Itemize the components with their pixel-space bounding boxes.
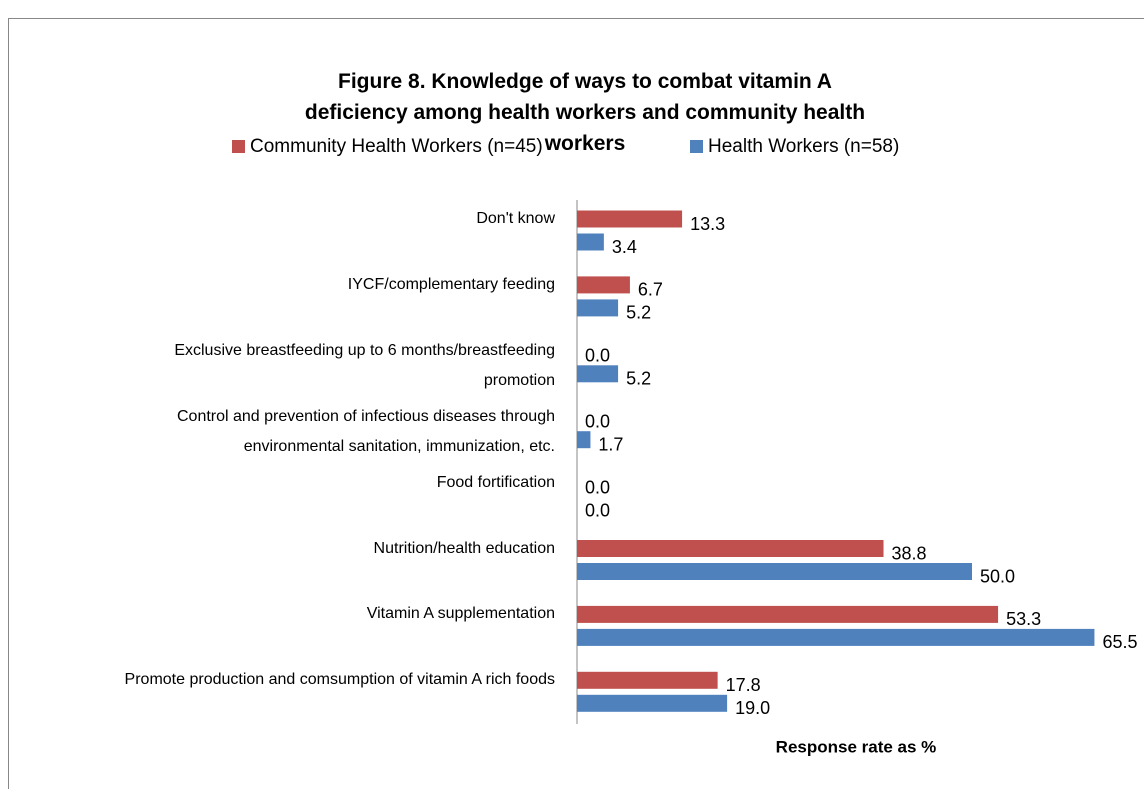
x-axis-title: Response rate as %: [776, 737, 937, 756]
category-label: Control and prevention of infectious dis…: [176, 407, 555, 455]
bar: [577, 210, 683, 228]
bar: [577, 605, 999, 623]
bar: [577, 365, 619, 383]
bar: [577, 694, 728, 712]
category-label: Exclusive breastfeeding up to 6 months/b…: [174, 341, 555, 389]
value-label: 38.8: [892, 543, 927, 563]
category-label: Food fortification: [436, 473, 555, 491]
value-label: 53.3: [1006, 609, 1041, 629]
bar: [577, 628, 1095, 646]
bar: [577, 540, 884, 557]
category-label: Don't know: [476, 210, 555, 227]
value-label: 19.0: [735, 698, 770, 718]
value-label: 0.0: [585, 477, 610, 497]
legend-label: Health Workers (n=58): [708, 136, 899, 157]
category-label: Nutrition/health education: [373, 539, 555, 557]
legend-label: Community Health Workers (n=45): [250, 136, 543, 157]
bar: [577, 299, 619, 317]
value-label: 0.0: [585, 500, 610, 520]
value-label: 0.0: [585, 346, 610, 366]
legend-swatch: [232, 140, 245, 153]
value-label: 17.8: [726, 675, 761, 695]
value-label: 50.0: [980, 566, 1015, 586]
value-label: 0.0: [585, 411, 610, 431]
value-label: 6.7: [638, 280, 663, 300]
legend-swatch: [690, 140, 703, 153]
bar: [577, 233, 604, 251]
category-label: IYCF/complementary feeding: [347, 275, 555, 293]
bar: [577, 563, 972, 580]
value-label: 1.7: [598, 434, 623, 454]
chart-title: Figure 8. Knowledge of ways to combat vi…: [304, 70, 866, 155]
value-label: 65.5: [1102, 632, 1137, 652]
bar: [577, 671, 718, 689]
bar: [577, 276, 630, 294]
category-label: Promote production and comsumption of vi…: [124, 671, 555, 689]
bar: [577, 431, 591, 449]
chart-border: [8, 18, 1144, 789]
value-label: 5.2: [626, 369, 651, 389]
value-label: 3.4: [612, 237, 637, 257]
value-label: 5.2: [626, 303, 651, 323]
value-label: 13.3: [690, 214, 725, 234]
category-label: Vitamin A supplementation: [366, 605, 555, 623]
